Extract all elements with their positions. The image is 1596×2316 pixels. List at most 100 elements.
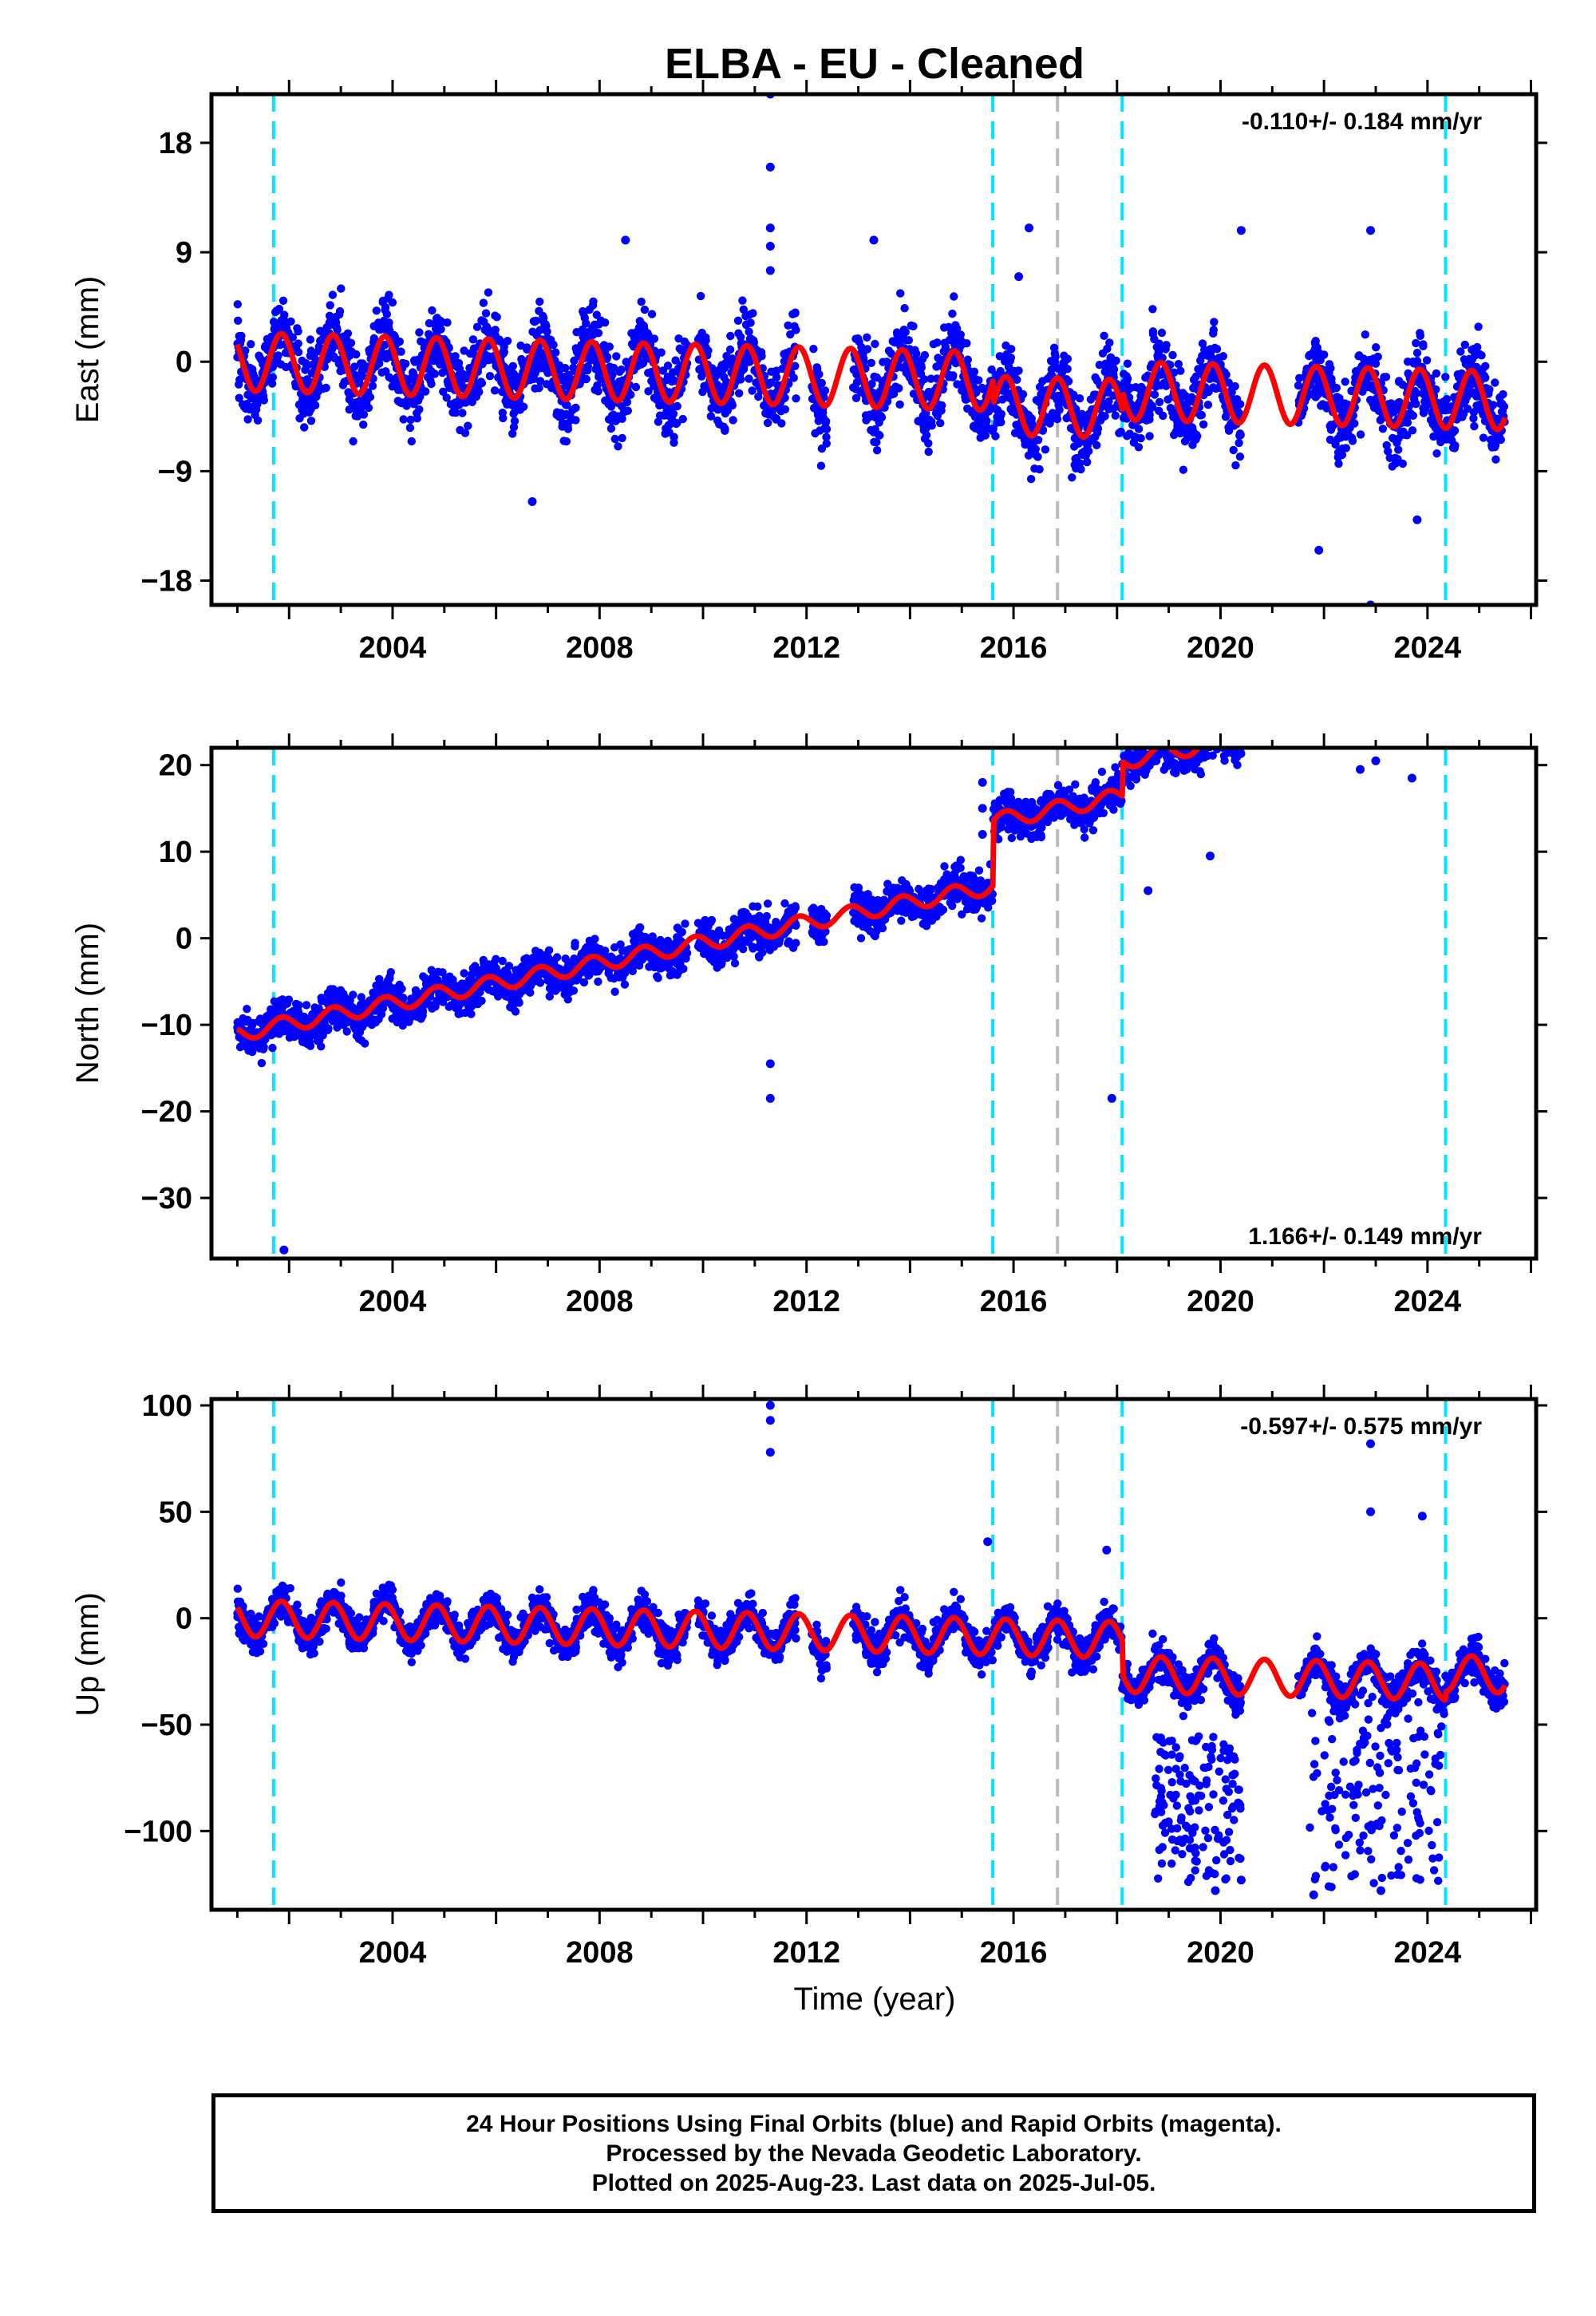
data-point bbox=[763, 418, 772, 428]
data-point bbox=[281, 348, 290, 358]
data-point bbox=[592, 310, 601, 319]
data-point bbox=[490, 386, 500, 395]
data-point bbox=[1498, 399, 1507, 408]
data-point bbox=[346, 338, 356, 347]
data-point bbox=[251, 376, 259, 385]
data-point bbox=[931, 409, 941, 417]
data-point bbox=[1181, 429, 1190, 437]
data-point bbox=[1463, 405, 1472, 413]
data-point bbox=[345, 389, 354, 398]
data-point bbox=[626, 390, 635, 399]
data-point bbox=[1412, 399, 1420, 409]
data-point bbox=[1208, 728, 1216, 736]
data-point bbox=[1108, 404, 1118, 413]
outlier-point bbox=[1014, 272, 1024, 282]
data-point bbox=[1203, 401, 1213, 409]
data-point bbox=[900, 304, 909, 313]
data-point bbox=[612, 352, 621, 361]
data-point bbox=[382, 310, 391, 318]
data-point bbox=[1154, 735, 1162, 743]
data-point bbox=[1210, 318, 1219, 326]
data-point bbox=[1180, 737, 1188, 745]
data-point bbox=[1361, 330, 1370, 339]
data-point bbox=[508, 429, 517, 438]
data-point bbox=[413, 355, 422, 364]
data-point bbox=[562, 437, 571, 446]
data-point bbox=[1217, 725, 1225, 733]
data-point bbox=[1170, 430, 1179, 440]
data-point bbox=[909, 322, 918, 330]
data-point bbox=[458, 409, 467, 417]
data-point bbox=[607, 411, 617, 421]
data-point bbox=[1145, 432, 1154, 441]
data-point bbox=[1035, 464, 1044, 474]
data-point bbox=[1075, 394, 1084, 403]
data-point bbox=[306, 346, 316, 355]
data-point bbox=[1477, 351, 1486, 360]
data-point bbox=[1236, 430, 1245, 440]
data-point bbox=[993, 418, 1001, 427]
data-point bbox=[1398, 459, 1408, 468]
data-point bbox=[721, 425, 729, 433]
data-point bbox=[792, 394, 800, 403]
data-point bbox=[816, 426, 824, 435]
data-point bbox=[1092, 441, 1101, 449]
data-point bbox=[1123, 359, 1132, 368]
data-point bbox=[495, 335, 504, 344]
y-tick-label: −9 bbox=[158, 455, 192, 488]
x-tick-label: 2012 bbox=[772, 631, 840, 665]
x-tick-label: 2020 bbox=[1187, 631, 1254, 665]
data-point bbox=[862, 416, 871, 425]
data-point bbox=[436, 360, 444, 369]
data-point bbox=[1432, 449, 1441, 458]
data-point bbox=[997, 409, 1006, 418]
data-point bbox=[1491, 441, 1500, 450]
data-point bbox=[733, 316, 743, 325]
data-point bbox=[499, 413, 508, 423]
data-point bbox=[397, 347, 405, 356]
data-point bbox=[481, 309, 491, 318]
data-point bbox=[1159, 730, 1167, 738]
data-point bbox=[1415, 378, 1424, 388]
data-point bbox=[388, 382, 397, 391]
data-point bbox=[529, 317, 539, 326]
data-point bbox=[472, 322, 482, 331]
data-point bbox=[531, 384, 539, 393]
x-tick-label: 2016 bbox=[980, 631, 1048, 665]
data-point bbox=[961, 395, 970, 404]
x-tick-label: 2008 bbox=[566, 631, 634, 665]
data-point bbox=[638, 331, 646, 340]
data-point bbox=[1344, 430, 1353, 439]
data-point bbox=[919, 425, 929, 435]
data-point bbox=[1491, 378, 1499, 387]
data-point bbox=[267, 379, 277, 388]
data-point bbox=[699, 339, 708, 348]
data-point bbox=[426, 376, 435, 385]
data-point bbox=[1215, 736, 1223, 744]
data-point bbox=[352, 350, 361, 359]
data-point bbox=[572, 328, 581, 337]
data-point bbox=[1210, 728, 1218, 736]
data-point bbox=[1224, 378, 1234, 387]
data-point bbox=[718, 387, 727, 397]
data-point bbox=[704, 346, 713, 355]
data-point bbox=[1053, 414, 1062, 424]
data-point bbox=[511, 407, 519, 416]
data-point bbox=[516, 341, 525, 350]
data-point bbox=[372, 306, 381, 315]
data-point bbox=[1364, 381, 1373, 390]
data-point bbox=[270, 325, 279, 334]
data-point bbox=[1210, 729, 1218, 737]
data-point bbox=[681, 919, 689, 928]
data-point bbox=[512, 373, 522, 381]
data-point bbox=[1374, 406, 1384, 415]
data-point bbox=[650, 393, 659, 402]
data-point bbox=[696, 291, 705, 301]
data-point bbox=[302, 375, 312, 384]
data-point bbox=[433, 314, 441, 322]
data-point bbox=[1356, 430, 1365, 439]
data-point bbox=[485, 372, 495, 381]
y-axis-label: East (mm) bbox=[70, 276, 105, 423]
data-point bbox=[1200, 722, 1208, 730]
